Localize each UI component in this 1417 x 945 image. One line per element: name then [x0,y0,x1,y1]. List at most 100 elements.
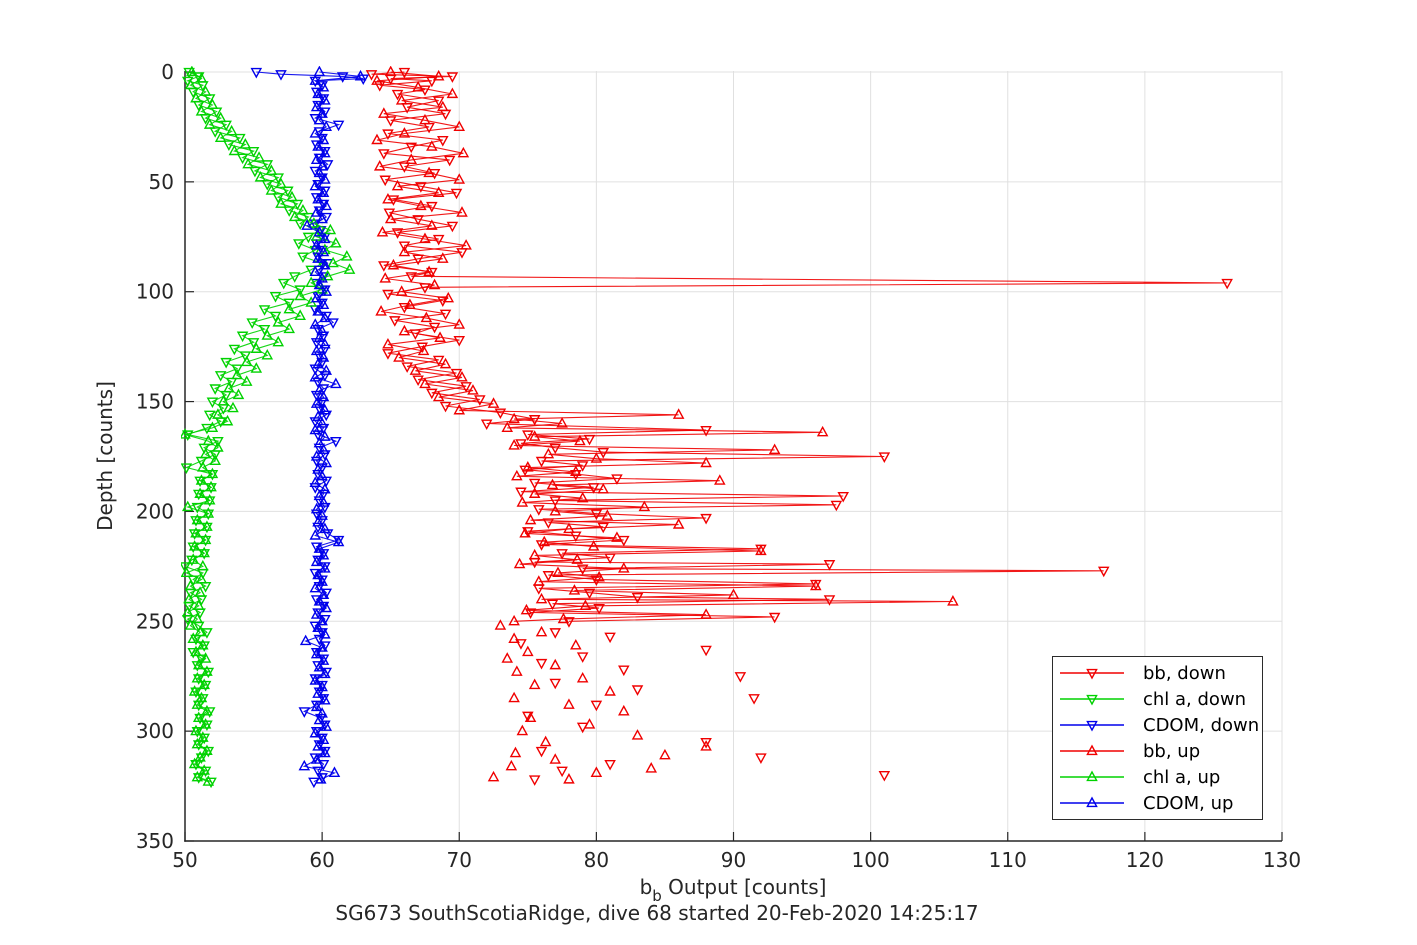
data-marker [522,461,534,472]
data-marker [188,757,201,769]
data-marker [426,388,438,400]
data-marker [319,693,331,705]
legend-item-cdom-down: CDOM, down [1053,713,1262,738]
legend-label: CDOM, up [1143,792,1234,814]
data-marker [450,188,463,200]
data-marker [539,735,552,747]
data-marker [191,698,204,709]
data-marker [199,447,212,459]
data-marker [313,278,326,290]
data-marker [511,665,523,676]
data-marker [426,219,438,230]
data-marker [330,236,342,248]
data-marker [378,261,390,272]
data-marker [508,614,520,626]
data-marker [231,368,243,380]
data-marker [672,518,685,529]
data-marker [313,113,326,125]
data-marker [312,305,324,316]
data-marker [250,362,263,373]
data-marker [320,588,333,600]
data-marker [239,351,252,362]
data-marker [190,724,202,736]
data-marker [563,698,575,709]
data-marker [313,542,326,553]
data-marker [528,415,541,426]
legend-label: bb, down [1143,662,1226,684]
data-marker [365,70,378,81]
data-marker [373,160,386,171]
data-marker [228,144,241,156]
data-marker [312,179,324,191]
data-marker [453,120,466,132]
data-marker [317,443,330,455]
data-marker [205,480,217,492]
data-marker [225,377,238,389]
data-marker [247,338,260,349]
data-marker [253,151,265,162]
data-marker [269,311,282,323]
data-marker [272,335,285,347]
data-marker [272,193,285,204]
data-marker [294,309,306,320]
data-marker [192,658,205,670]
data-marker [240,355,253,367]
data-marker [520,603,533,615]
data-marker [250,67,263,79]
data-marker [382,289,394,301]
data-marker [312,515,324,527]
data-marker [398,127,411,138]
data-marker [395,285,408,296]
data-marker [376,225,389,237]
data-marker [327,318,339,329]
data-marker [439,309,452,321]
data-marker [313,713,326,725]
data-marker [294,285,306,296]
data-marker [316,298,328,310]
data-marker [316,509,328,520]
data-marker [316,324,328,336]
x-axis-label-base: b [640,875,653,899]
data-marker [579,599,592,611]
data-marker [375,305,387,316]
data-marker [309,726,322,738]
data-marker [597,482,610,494]
data-marker [310,647,323,659]
data-marker [1086,744,1098,756]
data-marker [568,584,581,595]
data-marker [528,430,541,441]
data-marker [522,711,534,723]
data-marker [538,535,551,547]
data-marker [734,672,747,683]
data-marker [310,206,323,217]
data-marker [336,72,349,83]
data-marker [272,316,285,327]
data-marker [212,441,224,452]
y-tick-label: 0 [161,60,174,84]
data-marker [317,199,330,211]
data-marker [823,595,836,606]
data-marker [316,641,328,652]
data-marker [316,707,328,718]
data-marker [198,764,210,775]
data-marker [201,628,213,639]
data-marker [297,203,309,215]
data-marker [310,456,323,468]
data-marker [319,628,331,639]
data-marker [313,206,326,217]
data-marker [535,746,548,758]
data-marker [194,625,206,637]
data-marker [302,212,315,224]
data-marker [283,298,295,310]
data-marker [310,700,323,712]
data-marker [319,482,331,494]
data-marker [209,384,221,395]
x-tick-label: 70 [447,848,472,872]
data-marker [195,691,208,703]
data-marker [528,487,541,498]
data-marker [317,654,330,665]
data-marker [460,382,472,393]
data-marker [319,403,331,415]
data-marker [645,762,658,773]
data-marker [574,434,586,446]
